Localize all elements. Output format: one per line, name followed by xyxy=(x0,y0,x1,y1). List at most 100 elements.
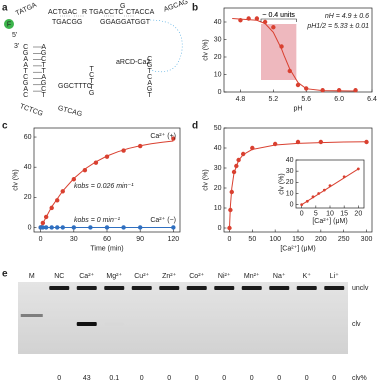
x-tick-label: 5.2 xyxy=(268,96,278,103)
sequence-segment: CGAATCGAC xyxy=(22,44,29,98)
y-tick-label: 50 xyxy=(214,125,222,132)
panel-label: d xyxy=(192,121,198,132)
lane-label: Cu²⁺ xyxy=(134,272,149,280)
x-axis-label: [Ca²⁺] (μM) xyxy=(280,245,315,253)
y-tick-label: 10 xyxy=(214,71,222,78)
data-point xyxy=(262,19,268,25)
sequence-segment: G xyxy=(120,3,125,10)
x-tick-label: 50 xyxy=(248,236,256,243)
data-point xyxy=(229,189,234,195)
data-point xyxy=(49,225,54,230)
lane-label: Ni²⁺ xyxy=(218,272,231,280)
x-axis-label: pH xyxy=(294,106,303,113)
x-tick-label: 120 xyxy=(168,236,180,243)
data-point xyxy=(238,18,243,23)
data-point xyxy=(137,143,143,149)
y-axis-label: clv (%) xyxy=(13,169,20,190)
y-tick-label: 0 xyxy=(218,225,222,232)
y-axis-label: clv (%) xyxy=(203,39,210,60)
data-point xyxy=(305,199,309,203)
data-point xyxy=(271,25,276,30)
unclv-band xyxy=(296,286,317,290)
y-tick-label: 40 xyxy=(214,19,222,26)
data-point xyxy=(311,195,315,199)
data-point xyxy=(236,157,241,163)
x-tick-label: 250 xyxy=(338,236,350,243)
x-tick-label: 0 xyxy=(300,210,304,217)
data-point xyxy=(231,169,237,175)
unclv-band xyxy=(104,286,125,290)
data-point xyxy=(279,44,284,49)
clv-band xyxy=(76,322,97,326)
data-point xyxy=(227,225,232,231)
unclv-band xyxy=(131,286,152,290)
panel-label: e xyxy=(2,269,8,280)
data-point xyxy=(364,139,369,145)
marker-band xyxy=(20,314,43,317)
y-tick-label: 40 xyxy=(214,145,222,152)
annotation: ~ 0.4 units xyxy=(262,12,295,19)
span-bracket xyxy=(260,18,297,22)
data-point xyxy=(43,225,49,230)
annotation: ~ 0.4 units xyxy=(262,12,295,19)
data-point xyxy=(320,88,325,93)
unclv-band xyxy=(159,286,180,290)
y-tick-label: 20 xyxy=(214,185,222,192)
fit-curve xyxy=(232,18,356,92)
y-axis-label: clv (%) xyxy=(203,169,210,190)
annotation: kobs = 0.026 min⁻¹ xyxy=(74,183,134,190)
data-point xyxy=(246,16,251,21)
data-point xyxy=(55,198,60,203)
data-point xyxy=(250,145,255,151)
fluorophore-dot xyxy=(4,19,14,29)
clv-value: 0 xyxy=(277,375,281,382)
y-tick-label: 10 xyxy=(214,205,222,212)
y-tick-label: 60 xyxy=(24,134,32,141)
y-tick-label: 20 xyxy=(286,179,294,186)
data-point xyxy=(304,86,309,91)
y-tick-label: 0 xyxy=(28,224,32,231)
annotation: kobs = 0 min⁻¹ xyxy=(74,217,121,224)
band-label: clv xyxy=(352,321,361,328)
data-point xyxy=(328,184,332,188)
sequence-segment: GGAGGATGGT xyxy=(100,19,151,26)
annotation: pH1/2 = 5.33 ± 0.01 xyxy=(306,23,369,30)
data-point xyxy=(40,225,46,230)
x-tick-label: 100 xyxy=(269,236,281,243)
clv-value: 0 xyxy=(332,375,336,382)
five-prime: 5' xyxy=(12,32,17,39)
unclv-band xyxy=(269,286,290,290)
x-tick-label: 10 xyxy=(326,210,334,217)
clv-value: 0 xyxy=(140,375,144,382)
sequence-segment: CGTCAGT xyxy=(146,56,153,98)
x-tick-label: 90 xyxy=(136,236,144,243)
three-prime: 3' xyxy=(14,43,19,50)
legend-label: Ca²⁺ (−) xyxy=(150,216,176,224)
x-tick-label: 150 xyxy=(292,236,304,243)
lane-label: K⁺ xyxy=(303,272,312,280)
data-point xyxy=(300,203,304,207)
x-tick-label: 30 xyxy=(70,236,78,243)
unclv-band xyxy=(324,286,345,290)
lane-label: Mg²⁺ xyxy=(106,272,122,280)
sequence-segment: TGA xyxy=(89,9,104,16)
data-point xyxy=(228,207,233,213)
sequence-segment: ACTGAC xyxy=(48,9,77,16)
data-point xyxy=(317,192,321,195)
data-point xyxy=(342,175,346,179)
lane-label: NC xyxy=(54,273,64,280)
gel xyxy=(18,282,348,354)
fluorophore-label: F xyxy=(7,21,11,28)
lane-label: Co²⁺ xyxy=(189,272,204,280)
data-point xyxy=(71,177,77,182)
legend-label: Ca²⁺ (+) xyxy=(150,132,176,140)
data-point xyxy=(55,225,60,230)
data-point xyxy=(93,160,99,165)
x-axis-label: [Ca²⁺] (μM) xyxy=(312,217,347,225)
sequence-segment: GTCAG xyxy=(57,105,83,118)
x-tick-label: 0 xyxy=(228,236,232,243)
data-point xyxy=(121,225,126,230)
data-point xyxy=(272,141,278,147)
band-label: unclv xyxy=(352,285,369,292)
